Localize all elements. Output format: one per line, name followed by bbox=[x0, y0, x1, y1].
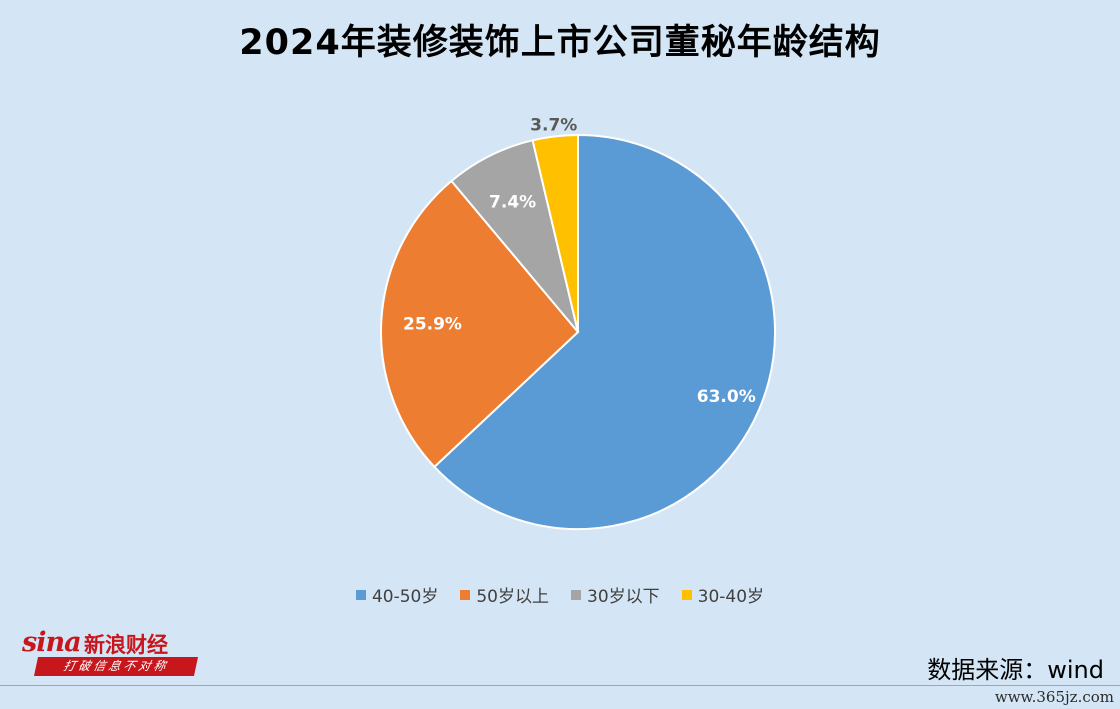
legend-label: 30-40岁 bbox=[697, 587, 765, 607]
logo-mark: sina bbox=[22, 627, 82, 658]
legend: 40-50岁 50岁以上 30岁以下 30-40岁 bbox=[0, 582, 1120, 607]
sina-finance-logo: sina 新浪财经 打破信息不对称 bbox=[22, 627, 202, 677]
legend-item-0: 40-50岁 bbox=[355, 582, 439, 607]
slice-label-2: 7.4% bbox=[489, 193, 536, 213]
slice-label-1: 25.9% bbox=[403, 314, 462, 334]
watermark: www.365jz.com bbox=[994, 688, 1114, 706]
legend-label: 40-50岁 bbox=[371, 587, 439, 607]
legend-swatch bbox=[681, 589, 692, 600]
legend-item-2: 30岁以下 bbox=[571, 582, 660, 607]
legend-label: 50岁以上 bbox=[476, 587, 549, 607]
slice-label-0: 63.0% bbox=[697, 387, 756, 407]
pie-slice-0 bbox=[432, 133, 776, 530]
logo-name: 新浪财经 bbox=[84, 633, 168, 657]
legend-item-1: 50岁以上 bbox=[460, 582, 549, 607]
legend-swatch bbox=[460, 589, 471, 600]
legend-swatch bbox=[355, 589, 366, 600]
pie-slice-3 bbox=[531, 133, 579, 333]
chart-title: 2024年装修装饰上市公司董秘年龄结构 bbox=[239, 23, 881, 63]
legend-item-3: 30-40岁 bbox=[681, 582, 765, 607]
data-source: 数据来源：wind bbox=[927, 656, 1104, 684]
legend-swatch bbox=[571, 589, 581, 600]
divider bbox=[0, 685, 1120, 686]
pie-slice-1 bbox=[380, 179, 580, 469]
slice-label-3: 3.7% bbox=[530, 115, 577, 135]
legend-label: 30岁以下 bbox=[587, 587, 660, 607]
logo-slogan: 打破信息不对称 bbox=[33, 657, 199, 676]
